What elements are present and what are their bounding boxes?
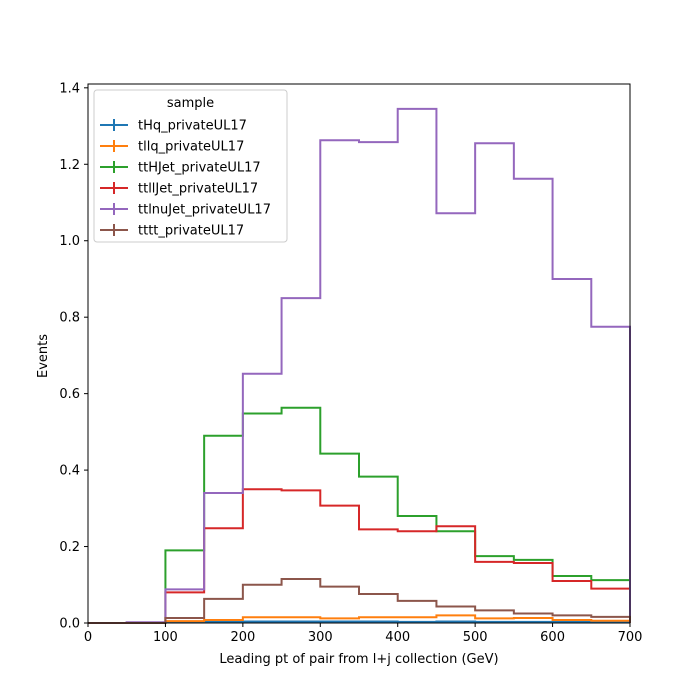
series-layer (88, 107, 631, 624)
y-tick-label: 1.2 (59, 158, 80, 173)
x-tick-label: 700 (618, 630, 643, 645)
y-tick-label: 0.4 (59, 464, 80, 479)
y-axis-label: Events (36, 334, 51, 378)
legend-label-thq-privateul17: tHq_privateUL17 (138, 119, 247, 134)
series-line-thq-privateul17 (88, 620, 631, 624)
y-tick-label: 1.0 (59, 234, 80, 249)
x-tick-label: 300 (308, 630, 333, 645)
y-tick-label: 0.0 (59, 617, 80, 632)
legend-label-ttlljet-privateul17: ttllJet_privateUL17 (138, 182, 258, 197)
y-tick-label: 1.4 (59, 81, 80, 96)
legend-label-tttt-privateul17: tttt_privateUL17 (138, 224, 244, 239)
x-tick-label: 500 (463, 630, 488, 645)
x-tick-label: 200 (230, 630, 255, 645)
legend-label-tthjet-privateul17: ttHJet_privateUL17 (138, 161, 261, 176)
series-line-ttlljet-privateul17 (88, 488, 631, 624)
plot-frame (87, 83, 631, 624)
y-tick-label: 0.2 (59, 540, 80, 555)
x-tick-label: 100 (153, 630, 178, 645)
series-line-tttt-privateul17 (88, 578, 631, 624)
x-axis-label: Leading pt of pair from l+j collection (… (219, 652, 498, 667)
y-tick-label: 0.8 (59, 311, 80, 326)
series-line-ttlnujet-privateul17 (88, 107, 631, 624)
legend: sample tHq_privateUL17 tllq_privateUL17 ttH… (93, 89, 288, 243)
legend-title: sample (167, 96, 214, 111)
legend-label-ttlnujet-privateul17: ttlnuJet_privateUL17 (138, 203, 271, 218)
x-tick-label: 600 (540, 630, 565, 645)
legend-label-tllq-privateul17: tllq_privateUL17 (138, 140, 244, 155)
series-line-tllq-privateul17 (88, 614, 631, 624)
legend-box (93, 89, 288, 243)
x-tick-label: 0 (84, 630, 92, 645)
axes-layer: 0 100 200 300 400 500 600 700 0.0 0.2 0.4 0.6 0.8 1.0… (59, 81, 642, 645)
x-tick-label: 400 (385, 630, 410, 645)
y-tick-label: 0.6 (59, 387, 80, 402)
